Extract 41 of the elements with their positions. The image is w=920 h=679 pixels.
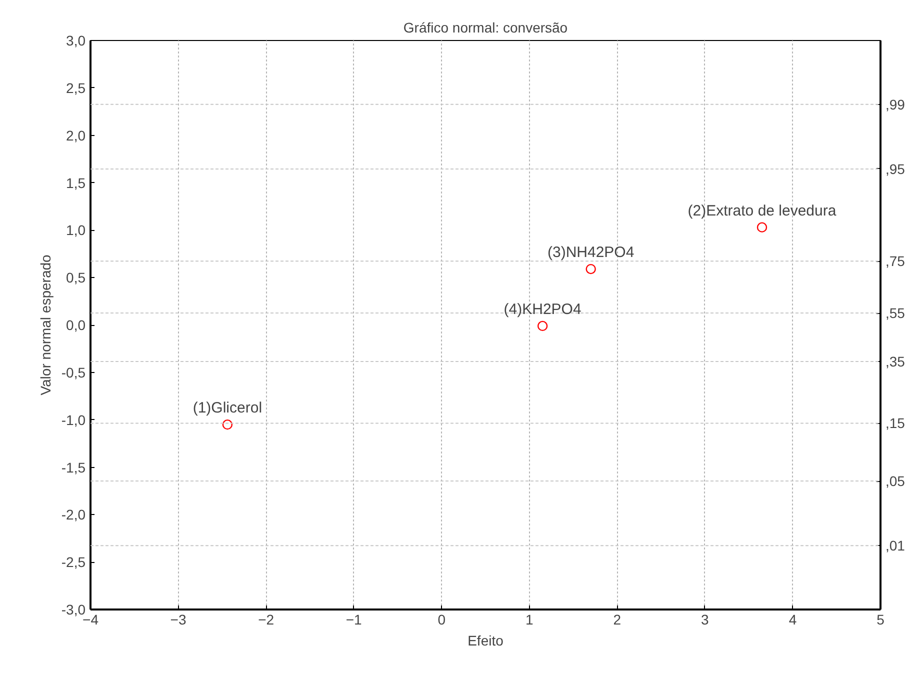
y-tick-label: -1,0 — [61, 412, 86, 428]
annotation: ,95 — [886, 161, 906, 177]
point — [537, 320, 548, 332]
y-tick-label: -2,0 — [61, 506, 86, 523]
annotation: ,55 — [886, 305, 906, 322]
annotation: ,35 — [886, 354, 906, 370]
x-tick-label: 1 — [525, 612, 534, 628]
x-tick-label: 5 — [876, 612, 885, 628]
annotation: ,75 — [886, 253, 906, 270]
point — [586, 264, 596, 274]
y-tick-label: 1,0 — [66, 222, 86, 238]
y-tick-label: 3,0 — [66, 32, 86, 48]
y-tick-label: -0,5 — [61, 364, 86, 380]
annotation: ,05 — [886, 473, 906, 489]
y-tick-label: -2,5 — [61, 554, 86, 570]
x-tick-label: 2 — [613, 612, 622, 628]
x-axis-title: Efeito — [468, 632, 504, 648]
y-tick-label: 0,0 — [66, 317, 86, 333]
annotation: (3)NH42PO4 — [547, 244, 634, 262]
chart-title: Gráfico normal: conversão — [403, 20, 568, 36]
point — [222, 419, 233, 430]
annotation: (2)Extrato de levedura — [688, 202, 837, 220]
annotation: (1)Glicerol — [192, 400, 262, 417]
y-tick-label: -3,0 — [61, 602, 86, 618]
x-tick-label: −2 — [258, 612, 274, 628]
point — [756, 222, 768, 232]
annotation: ,15 — [886, 415, 906, 432]
y-tick-label: 1,5 — [66, 174, 86, 191]
y-tick-label: 2,5 — [66, 80, 86, 96]
y-axis-title: Valor normal esperado — [37, 254, 54, 396]
x-tick-label: 0 — [438, 612, 446, 628]
y-tick-label: -1,5 — [61, 459, 86, 476]
y-tick-label: 0,5 — [66, 270, 86, 286]
y-tick-label: 2,0 — [66, 127, 86, 144]
annotation: ,99 — [886, 96, 906, 112]
annotation: (4)KH2PO4 — [504, 300, 582, 318]
annotation: ,01 — [886, 538, 906, 554]
x-tick-label: −3 — [170, 612, 186, 628]
x-tick-label: 4 — [788, 612, 797, 628]
x-tick-label: −1 — [346, 612, 362, 628]
x-tick-label: 3 — [701, 612, 710, 628]
